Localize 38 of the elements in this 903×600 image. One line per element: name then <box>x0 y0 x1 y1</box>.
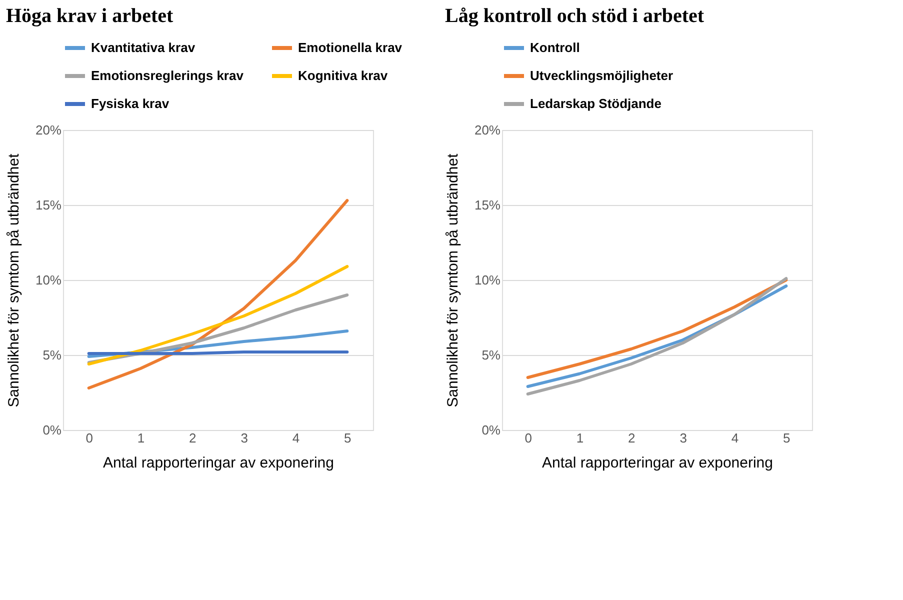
y-tick-label: 0% <box>42 422 62 438</box>
legend-label: Utvecklingsmöjligheter <box>530 68 674 83</box>
x-tick-label: 0 <box>86 430 93 446</box>
legend-label: Fysiska krav <box>91 96 170 111</box>
legend-label: Ledarskap Stödjande <box>530 96 662 111</box>
y-axis-title: Sannolikhet för symtom på utbrändhet <box>444 152 462 408</box>
y-tick-label: 10% <box>35 272 62 288</box>
x-tick-label: 5 <box>783 430 790 446</box>
x-axis-title: Antal rapporteringar av exponering <box>103 454 334 472</box>
y-tick-label: 15% <box>474 198 501 212</box>
x-tick-label: 3 <box>240 430 248 446</box>
y-tick-label: 0% <box>482 422 501 438</box>
y-tick-label: 15% <box>35 198 62 212</box>
legend-label: Emotionsreglerings krav <box>91 68 244 83</box>
chart-title: Höga krav i arbetet <box>6 5 174 27</box>
legend-label: Kognitiva krav <box>298 68 388 83</box>
x-tick-label: 1 <box>137 430 145 446</box>
y-tick-label: 20% <box>474 122 501 138</box>
y-tick-label: 10% <box>474 272 501 288</box>
y-tick-label: 5% <box>482 348 501 362</box>
line-series <box>87 199 349 390</box>
x-tick-label: 4 <box>731 430 739 446</box>
x-axis-title: Antal rapporteringar av exponering <box>542 454 773 472</box>
x-tick-label: 2 <box>628 430 636 446</box>
legend-label: Kontroll <box>530 40 580 55</box>
line-series <box>87 265 349 366</box>
x-tick-label: 1 <box>576 430 584 446</box>
x-tick-label: 4 <box>292 430 300 446</box>
chart-title: Låg kontroll och stöd i arbetet <box>444 5 704 27</box>
x-tick-label: 5 <box>344 430 352 446</box>
x-tick-label: 2 <box>189 430 196 446</box>
y-tick-label: 5% <box>42 348 62 362</box>
legend-label: Kvantitativa krav <box>91 40 196 55</box>
x-tick-label: 3 <box>680 430 687 446</box>
y-axis-title: Sannolikhet för symtom på utbrändhet <box>5 152 22 408</box>
y-tick-label: 20% <box>35 122 62 138</box>
legend-label: Emotionella krav <box>298 40 403 55</box>
x-tick-label: 0 <box>524 430 532 446</box>
